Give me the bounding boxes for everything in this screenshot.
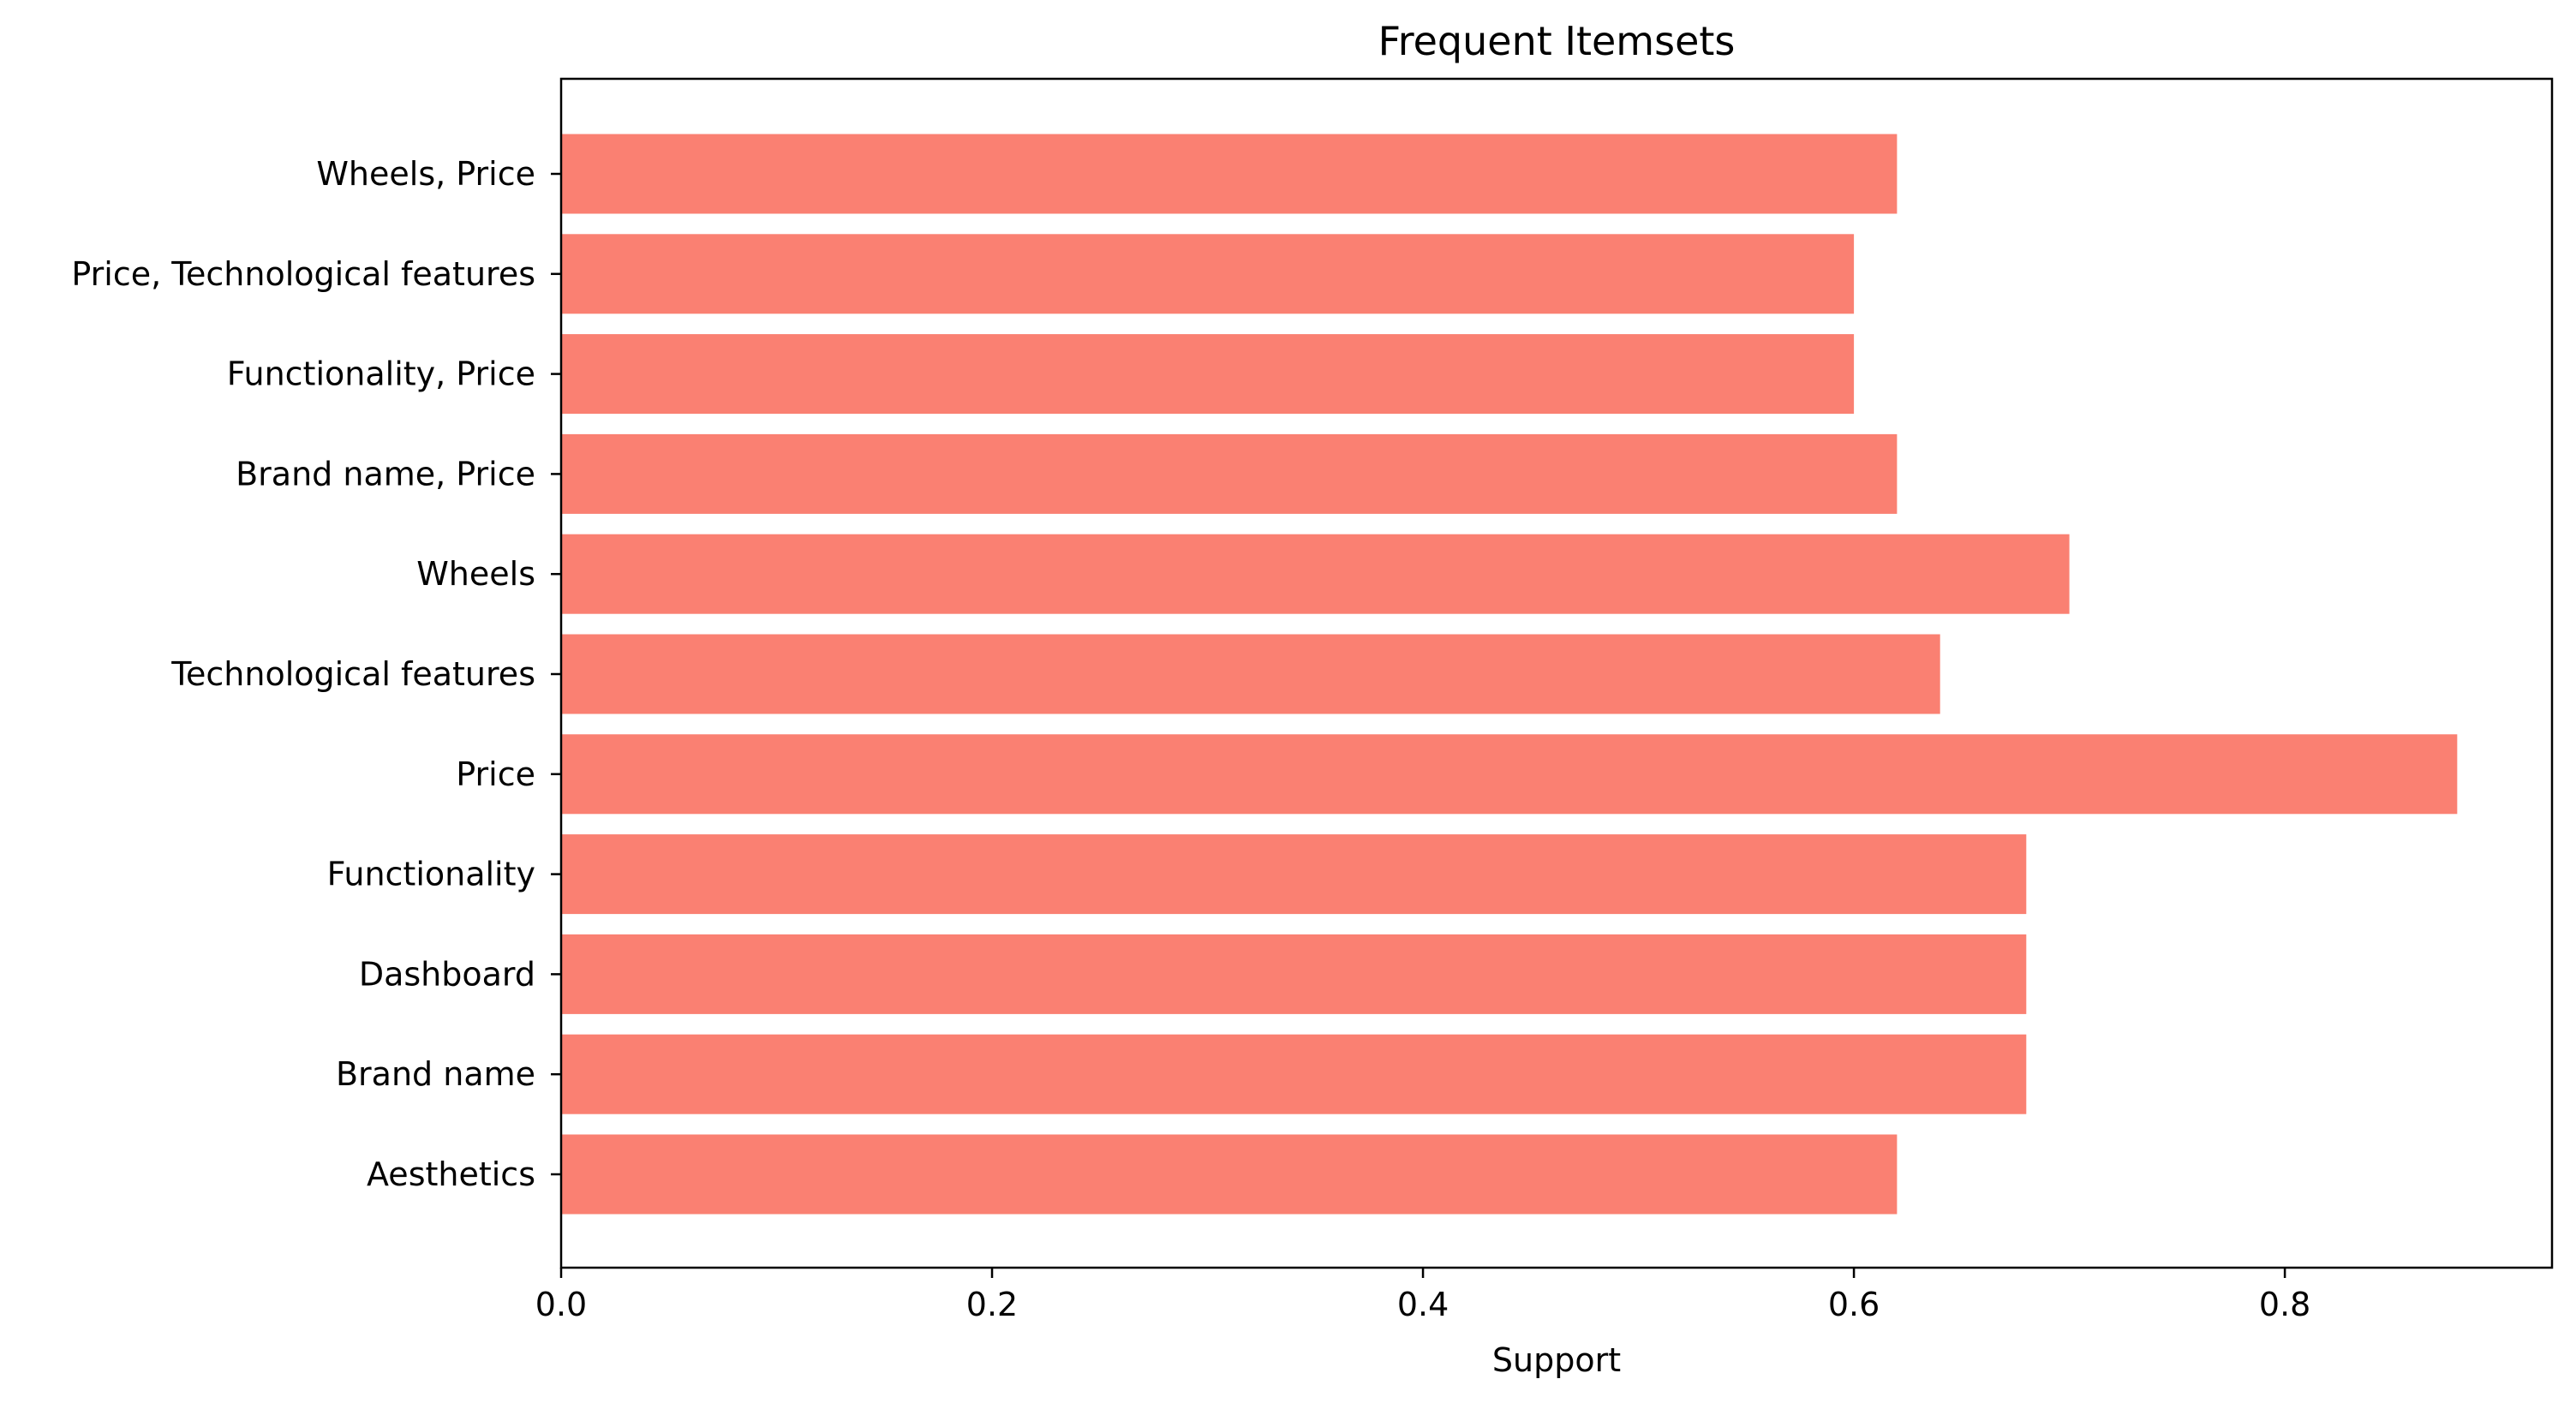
x-tick-label: 0.8 <box>2259 1286 2310 1323</box>
bar-price <box>561 734 2458 815</box>
y-tick-label-brand-name-price: Brand name, Price <box>236 455 535 493</box>
y-tick-label-dashboard: Dashboard <box>359 955 535 993</box>
bar-aesthetics <box>561 1134 1898 1215</box>
x-tick-label: 0.6 <box>1828 1286 1880 1323</box>
y-tick-label-wheels-price: Wheels, Price <box>316 155 535 193</box>
bar-wheels-price <box>561 134 1898 214</box>
x-axis-ticks: 0.0 0.2 0.4 0.6 0.8 <box>535 1268 2310 1323</box>
bar-brand-name-price <box>561 433 1898 514</box>
y-tick-label-functionality-price: Functionality, Price <box>227 355 535 393</box>
y-tick-label-aesthetics: Aesthetics <box>367 1155 535 1193</box>
y-axis-ticks: Aesthetics Brand name Dashboard Functionali… <box>71 155 561 1193</box>
bar-functionality-price <box>561 334 1855 415</box>
bar-dashboard <box>561 934 2027 1014</box>
x-tick-label: 0.0 <box>535 1286 587 1323</box>
bars-layer <box>561 134 2458 1215</box>
y-tick-label-functionality: Functionality <box>327 856 535 893</box>
y-tick-label-wheels: Wheels <box>416 555 535 593</box>
y-tick-label-price-technological-features: Price, Technological features <box>71 255 535 293</box>
chart-title: Frequent Itemsets <box>1378 18 1736 64</box>
bar-functionality <box>561 834 2027 915</box>
bar-wheels <box>561 534 2070 614</box>
bar-price-technological-features <box>561 234 1855 314</box>
x-tick-label: 0.4 <box>1397 1286 1449 1323</box>
y-tick-label-brand-name: Brand name <box>336 1055 535 1093</box>
bar-technological-features <box>561 634 1940 714</box>
x-axis-label: Support <box>1492 1341 1621 1379</box>
y-tick-label-price: Price <box>456 755 535 793</box>
x-tick-label: 0.2 <box>966 1286 1018 1323</box>
bar-brand-name <box>561 1034 2027 1114</box>
y-tick-label-technological-features: Technological features <box>170 655 535 693</box>
